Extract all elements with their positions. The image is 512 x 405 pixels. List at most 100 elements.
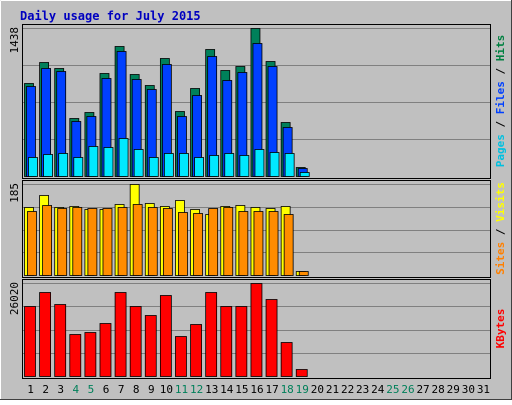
day-label-23: 23	[356, 383, 369, 396]
bar-kbytes-day-16	[250, 283, 263, 377]
bar-pages-day-19	[299, 172, 310, 177]
bar-sites-day-12	[193, 213, 203, 276]
chart-title: Daily usage for July 2015	[20, 9, 201, 23]
series-sites	[27, 204, 309, 276]
side-legend: KBytes	[494, 309, 507, 349]
bar-pages-day-1	[28, 157, 38, 177]
legend-part: Hits	[494, 35, 507, 62]
day-label-12: 12	[190, 383, 203, 396]
bar-kbytes-day-5	[84, 332, 97, 377]
bar-sites-day-16	[253, 211, 264, 276]
bar-sites-day-6	[102, 208, 113, 276]
day-label-1: 1	[27, 383, 34, 396]
bar-kbytes-day-11	[175, 336, 187, 377]
bar-pages-day-7	[118, 138, 129, 177]
day-label-7: 7	[118, 383, 125, 396]
legend-part: /	[494, 222, 507, 242]
day-label-2: 2	[42, 383, 49, 396]
bar-pages-day-5	[88, 146, 99, 177]
bar-pages-day-11	[179, 153, 189, 177]
bar-pages-day-18	[284, 153, 295, 177]
bar-kbytes-day-13	[205, 292, 218, 377]
bar-pages-day-14	[224, 153, 235, 177]
panel-kbytes: 26020 KBytes	[8, 279, 507, 379]
bar-kbytes-day-8	[129, 306, 142, 377]
bar-sites-day-19	[298, 271, 309, 276]
bar-pages-day-17	[269, 152, 280, 177]
legend-part: Pages	[494, 134, 507, 167]
bar-kbytes-day-6	[99, 323, 112, 377]
bar-sites-day-7	[117, 207, 128, 276]
bar-pages-day-9	[148, 157, 159, 177]
bar-kbytes-day-2	[39, 292, 51, 377]
day-label-5: 5	[88, 383, 95, 396]
bar-sites-day-11	[178, 212, 188, 276]
day-label-17: 17	[265, 383, 278, 396]
max-value-label: 185	[8, 183, 21, 203]
bar-sites-day-1	[27, 211, 37, 276]
day-label-24: 24	[371, 383, 385, 396]
day-label-6: 6	[103, 383, 110, 396]
panel-requests: 1438 Pages / Files / Hits	[8, 24, 507, 179]
side-legend: Sites / Visits	[494, 182, 507, 275]
bar-pages-day-6	[103, 147, 114, 177]
series-files	[26, 43, 308, 177]
bar-sites-day-13	[208, 208, 219, 276]
legend-part: /	[494, 114, 507, 134]
panels: 1438 Pages / Files / Hits 185 Sites / Visit…	[8, 24, 507, 379]
day-label-15: 15	[235, 383, 248, 396]
day-label-11: 11	[175, 383, 188, 396]
day-label-28: 28	[432, 383, 445, 396]
bar-kbytes-day-9	[144, 315, 157, 377]
bar-sites-day-5	[87, 208, 98, 276]
day-axis: 1 2 3 4 5 6 7 8 9 10 11 12 13 14 15 16 17 18 19 20 21 22 23 24 2…	[27, 383, 490, 396]
bar-kbytes-day-1	[24, 306, 36, 377]
max-value-label: 26020	[8, 282, 21, 315]
bar-pages-day-8	[133, 149, 144, 177]
legend-part: KBytes	[494, 309, 507, 349]
day-label-30: 30	[462, 383, 475, 396]
day-label-19: 19	[296, 383, 309, 396]
day-label-26: 26	[401, 383, 414, 396]
day-label-3: 3	[57, 383, 64, 396]
bar-sites-day-18	[283, 214, 294, 276]
panel-visits: 185 Sites / Visits	[8, 180, 507, 278]
series-pages	[28, 138, 310, 177]
bar-sites-day-17	[268, 211, 279, 276]
bar-pages-day-3	[58, 153, 69, 177]
day-label-20: 20	[311, 383, 324, 396]
day-label-25: 25	[386, 383, 399, 396]
bar-pages-day-10	[163, 153, 174, 177]
legend-part: Visits	[494, 182, 507, 222]
day-label-21: 21	[326, 383, 339, 396]
max-value-label: 1438	[8, 27, 21, 54]
bar-pages-day-12	[194, 157, 204, 177]
legend-part: Sites	[494, 242, 507, 275]
bar-kbytes-day-19	[295, 369, 308, 377]
day-label-27: 27	[416, 383, 429, 396]
bar-kbytes-day-14	[220, 306, 233, 377]
bar-sites-day-2	[42, 205, 52, 276]
legend-part: /	[494, 61, 507, 81]
day-label-4: 4	[73, 383, 80, 396]
bar-kbytes-day-17	[265, 299, 278, 377]
day-label-16: 16	[250, 383, 263, 396]
bar-sites-day-9	[147, 207, 158, 276]
day-label-8: 8	[133, 383, 140, 396]
bar-sites-day-15	[238, 211, 249, 276]
bar-kbytes-day-12	[190, 324, 202, 377]
bar-sites-day-3	[57, 208, 68, 276]
day-label-9: 9	[148, 383, 155, 396]
day-label-31: 31	[477, 383, 490, 396]
bar-pages-day-13	[209, 155, 220, 177]
bar-sites-day-4	[72, 207, 83, 276]
bar-kbytes-day-4	[69, 334, 82, 377]
bar-kbytes-day-3	[54, 304, 67, 377]
day-label-29: 29	[447, 383, 460, 396]
day-label-13: 13	[205, 383, 218, 396]
bar-sites-day-10	[162, 208, 173, 276]
bar-sites-day-14	[223, 207, 234, 276]
bar-pages-day-2	[43, 154, 53, 177]
